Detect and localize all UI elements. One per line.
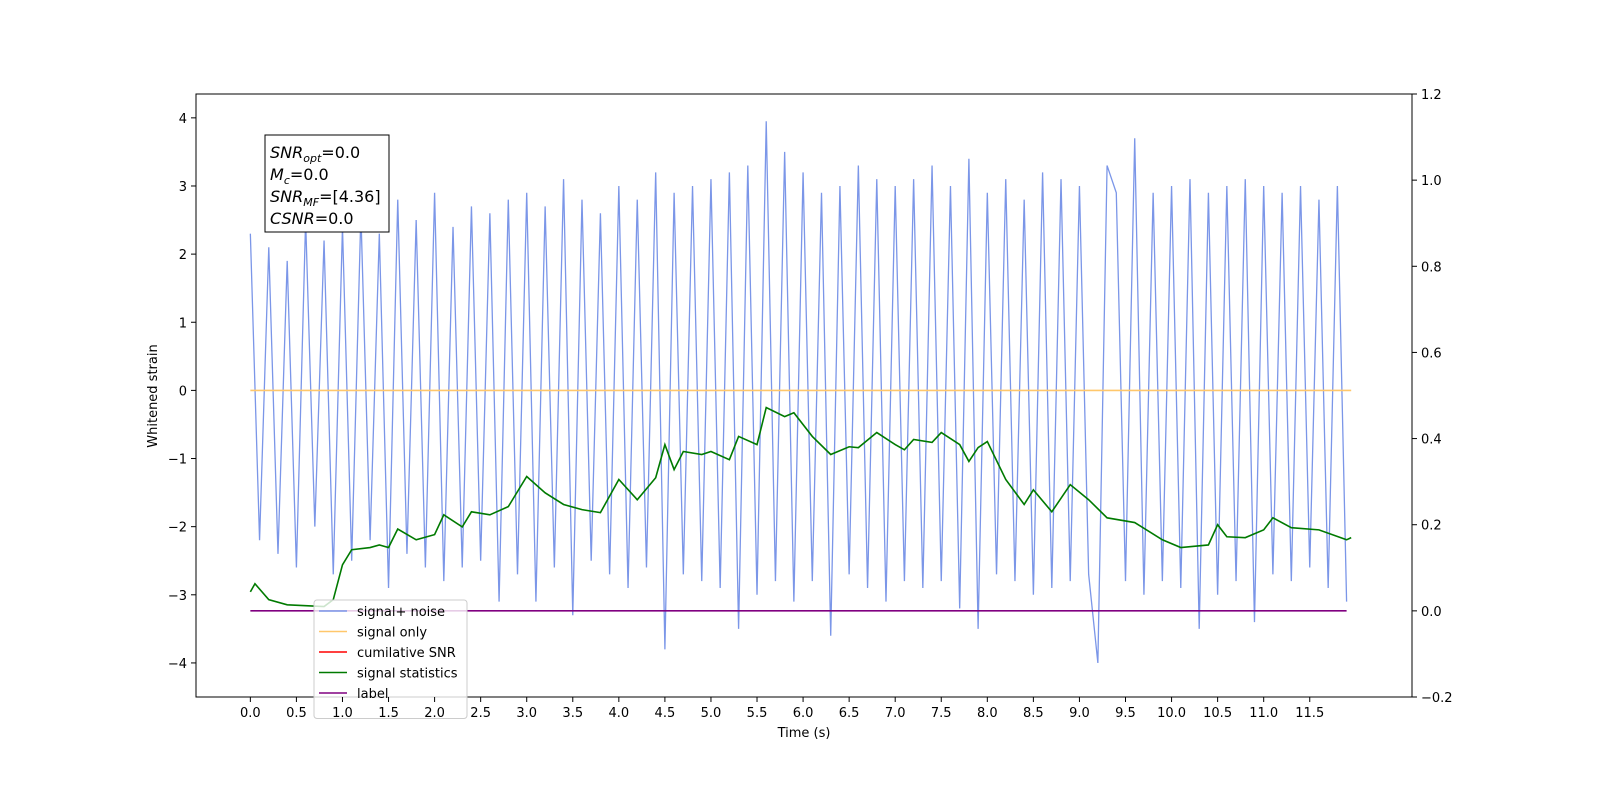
annotation-symbol: M [270, 165, 284, 184]
x-tick-label: 8.5 [1023, 706, 1044, 721]
annotation-value: =0.0 [315, 209, 354, 228]
annotation-value: =[4.36] [319, 187, 381, 206]
annotation-subscript: opt [303, 152, 322, 165]
y-tick-label: 1 [179, 316, 187, 331]
annotation-symbol: CSNR [270, 209, 315, 228]
annotation-line: SNRMF=[4.36] [270, 187, 381, 209]
x-tick-label: 3.0 [516, 706, 537, 721]
legend-label: signal+ noise [357, 605, 445, 620]
y-tick-label: 3 [179, 180, 187, 195]
x-tick-label: 6.0 [793, 706, 814, 721]
annotation-value: =0.0 [290, 165, 329, 184]
legend-label: label [357, 687, 388, 702]
y2-tick-label: 1.2 [1421, 88, 1442, 103]
y2-tick-label: 0.4 [1421, 433, 1442, 448]
x-tick-label: 2.0 [424, 706, 445, 721]
y-tick-label: 2 [179, 248, 187, 263]
annotation-subscript: MF [303, 196, 319, 209]
annotation-symbol: SNR [270, 143, 303, 162]
x-tick-label: 7.5 [931, 706, 952, 721]
annotation-symbol: SNR [270, 187, 303, 206]
y2-tick-label: 0.6 [1421, 346, 1442, 361]
series-line [249, 121, 1348, 663]
x-tick-label: 11.0 [1249, 706, 1278, 721]
x-tick-label: 2.5 [470, 706, 491, 721]
x-axis-label: Time (s) [777, 726, 831, 741]
legend-label: cumilative SNR [357, 646, 456, 661]
x-tick-label: 0.0 [240, 706, 261, 721]
x-tick-label: 1.0 [332, 706, 353, 721]
legend-label: signal only [357, 626, 427, 641]
x-tick-label: 5.0 [701, 706, 722, 721]
x-tick-label: 8.0 [977, 706, 998, 721]
y-tick-label: −2 [168, 521, 187, 536]
y2-tick-label: 0.0 [1421, 605, 1442, 620]
x-tick-label: 9.0 [1069, 706, 1090, 721]
y2-tick-label: 0.2 [1421, 519, 1442, 534]
x-tick-label: 11.5 [1295, 706, 1324, 721]
y-tick-label: 4 [179, 112, 187, 127]
plot-area [249, 121, 1352, 663]
axes-frame [195, 93, 1413, 698]
y-axis-label: Whitened strain [146, 344, 161, 447]
annotation-value: =0.0 [321, 143, 360, 162]
x-tick-label: 3.5 [562, 706, 583, 721]
y-tick-label: −4 [168, 657, 187, 672]
legend-frame [313, 599, 468, 719]
y2-tick-label: −0.2 [1421, 691, 1453, 706]
x-tick-label: 10.5 [1203, 706, 1232, 721]
y-tick-label: −1 [168, 453, 187, 468]
x-tick-label: 0.5 [286, 706, 307, 721]
x-tick-label: 4.0 [608, 706, 629, 721]
x-tick-label: 6.5 [839, 706, 860, 721]
y-tick-label: 0 [179, 384, 187, 399]
annotation-line: SNRopt=0.0 [270, 143, 360, 165]
x-tick-label: 9.5 [1115, 706, 1136, 721]
x-tick-label: 1.5 [378, 706, 399, 721]
annotation-line: CSNR=0.0 [270, 209, 354, 228]
series-line [249, 406, 1352, 608]
x-tick-label: 10.0 [1157, 706, 1186, 721]
annotation-subscript: c [284, 174, 290, 187]
annotation-frame [264, 134, 390, 233]
x-tick-label: 7.0 [885, 706, 906, 721]
annotation-line: Mc=0.0 [270, 165, 329, 187]
legend: signal+ noise signal only cumilative SNR si… [313, 599, 468, 719]
y2-tick-label: 0.8 [1421, 260, 1442, 275]
y2-tick-label: 1.0 [1421, 174, 1442, 189]
x-tick-label: 5.5 [747, 706, 768, 721]
y-tick-label: −3 [168, 589, 187, 604]
legend-label: signal statistics [357, 667, 458, 682]
x-tick-label: 4.5 [655, 706, 676, 721]
